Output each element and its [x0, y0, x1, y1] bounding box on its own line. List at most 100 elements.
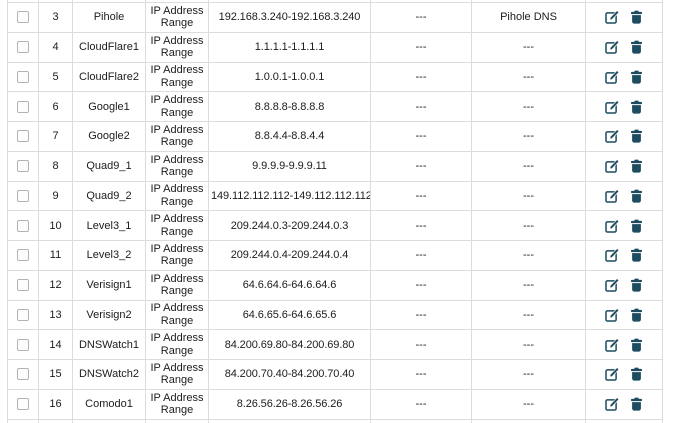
- table-row: 13 Verisign2 IP Address Range 64.6.65.6-…: [7, 299, 663, 331]
- row-number: 15: [38, 359, 73, 390]
- row-checkbox[interactable]: [17, 308, 29, 321]
- alias-description: ---: [471, 31, 586, 63]
- trash-icon: [630, 159, 643, 173]
- alias-detail: ---: [370, 150, 472, 182]
- row-checkbox[interactable]: [17, 368, 29, 381]
- alias-name: CloudFlare1: [72, 31, 146, 63]
- delete-button[interactable]: [630, 248, 643, 262]
- delete-button[interactable]: [630, 40, 643, 54]
- delete-button[interactable]: [630, 308, 643, 322]
- alias-name: Pihole: [72, 2, 146, 33]
- delete-button[interactable]: [630, 70, 643, 84]
- alias-name: DNSWatch1: [72, 329, 146, 360]
- edit-button[interactable]: [605, 70, 619, 84]
- trash-icon: [630, 40, 643, 54]
- alias-type: IP Address Range: [145, 329, 209, 360]
- alias-name: Quad9_2: [72, 180, 146, 212]
- edit-button[interactable]: [605, 129, 619, 144]
- edit-button[interactable]: [605, 189, 619, 203]
- alias-type: IP Address Range: [145, 240, 209, 271]
- delete-button[interactable]: [630, 219, 643, 233]
- edit-button[interactable]: [605, 338, 619, 352]
- trash-icon: [630, 367, 643, 381]
- edit-button[interactable]: [605, 10, 619, 25]
- row-checkbox[interactable]: [17, 100, 29, 113]
- delete-button[interactable]: [630, 278, 643, 292]
- table-row: 7 Google2 IP Address Range 8.8.4.4-8.8.4…: [7, 121, 663, 152]
- edit-button[interactable]: [605, 278, 619, 292]
- table-row: 11 Level3_2 IP Address Range 209.244.0.4…: [7, 240, 663, 271]
- alias-type: IP Address Range: [145, 91, 209, 122]
- delete-button[interactable]: [630, 397, 643, 411]
- row-checkbox[interactable]: [17, 130, 29, 143]
- alias-type: IP Address Range: [145, 31, 209, 63]
- row-checkbox[interactable]: [17, 249, 29, 262]
- alias-name: Verisign1: [72, 269, 146, 301]
- edit-icon: [605, 278, 619, 292]
- alias-value: 209.244.0.4-209.244.0.4: [208, 240, 371, 271]
- edit-button[interactable]: [605, 219, 619, 233]
- alias-detail: ---: [370, 299, 472, 331]
- delete-button[interactable]: [630, 100, 643, 114]
- alias-name: DNSWatch2: [72, 359, 146, 390]
- checkbox-cell: [7, 180, 39, 212]
- row-number: 12: [38, 269, 73, 301]
- checkbox-cell: [7, 91, 39, 122]
- row-number: 13: [38, 299, 73, 331]
- edit-icon: [605, 308, 619, 322]
- delete-button[interactable]: [630, 10, 643, 24]
- checkbox-cell: [7, 150, 39, 182]
- table-row: 4 CloudFlare1 IP Address Range 1.1.1.1-1…: [7, 31, 663, 63]
- table-row: 15 DNSWatch2 IP Address Range 84.200.70.…: [7, 359, 663, 390]
- alias-name: Level3_1: [72, 210, 146, 241]
- alias-value: 8.8.4.4-8.8.4.4: [208, 121, 371, 152]
- alias-name: Quad9_1: [72, 150, 146, 182]
- delete-button[interactable]: [630, 159, 643, 173]
- alias-description: ---: [471, 240, 586, 271]
- alias-name: Comodo1: [72, 388, 146, 420]
- row-checkbox[interactable]: [17, 160, 29, 173]
- edit-icon: [605, 338, 619, 352]
- trash-icon: [630, 308, 643, 322]
- edit-button[interactable]: [605, 367, 619, 382]
- edit-button[interactable]: [605, 100, 619, 114]
- row-checkbox[interactable]: [17, 219, 29, 232]
- edit-icon: [605, 130, 619, 144]
- edit-button[interactable]: [605, 248, 619, 263]
- edit-button[interactable]: [605, 159, 619, 173]
- edit-button[interactable]: [605, 308, 619, 322]
- alias-value: 84.200.69.80-84.200.69.80: [208, 329, 371, 360]
- row-checkbox[interactable]: [17, 279, 29, 292]
- row-checkbox[interactable]: [17, 338, 29, 351]
- delete-button[interactable]: [630, 338, 643, 352]
- trash-icon: [630, 100, 643, 114]
- row-number: 7: [38, 121, 73, 152]
- row-actions: [585, 299, 663, 331]
- alias-description: Pihole DNS: [471, 2, 586, 33]
- row-number: 9: [38, 180, 73, 212]
- row-number: 16: [38, 388, 73, 420]
- alias-type: IP Address Range: [145, 210, 209, 241]
- clipped-row-bottom: [7, 418, 663, 423]
- delete-button[interactable]: [630, 189, 643, 203]
- row-actions: [585, 240, 663, 271]
- row-checkbox[interactable]: [17, 398, 29, 411]
- alias-type: IP Address Range: [145, 61, 209, 93]
- delete-button[interactable]: [630, 367, 643, 381]
- trash-icon: [630, 248, 643, 262]
- alias-name: Verisign2: [72, 299, 146, 331]
- edit-button[interactable]: [605, 397, 619, 411]
- delete-button[interactable]: [630, 129, 643, 143]
- alias-type: IP Address Range: [145, 359, 209, 390]
- table-row: 10 Level3_1 IP Address Range 209.244.0.3…: [7, 210, 663, 241]
- row-checkbox[interactable]: [17, 41, 29, 54]
- row-checkbox[interactable]: [17, 70, 29, 83]
- row-number: 5: [38, 61, 73, 93]
- checkbox-cell: [7, 121, 39, 152]
- edit-button[interactable]: [605, 40, 619, 54]
- alias-type: IP Address Range: [145, 388, 209, 420]
- row-checkbox[interactable]: [17, 189, 29, 202]
- alias-description: ---: [471, 329, 586, 360]
- row-checkbox[interactable]: [17, 11, 29, 24]
